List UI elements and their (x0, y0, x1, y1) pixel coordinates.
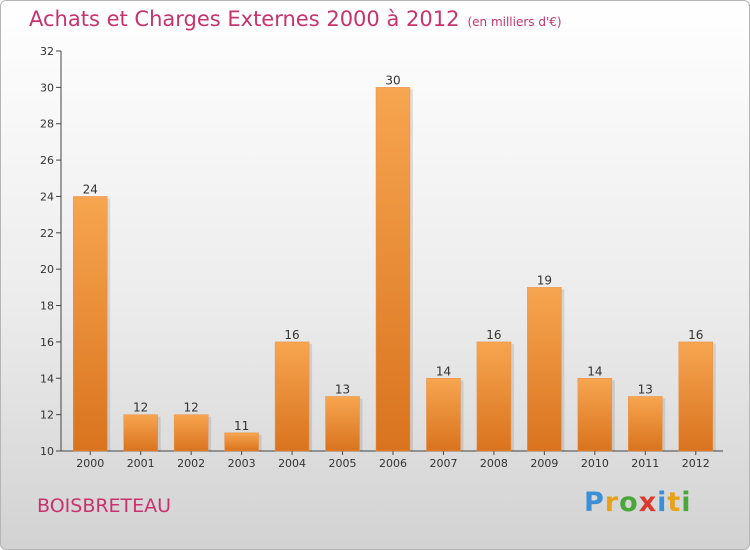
y-tick-label: 32 (40, 45, 54, 58)
y-tick-label: 16 (40, 336, 54, 349)
bar (274, 341, 310, 452)
bar-value-label: 16 (486, 328, 501, 342)
bar-value-label: 30 (385, 73, 400, 87)
x-tick-label: 2010 (581, 457, 609, 470)
x-tick-label: 2002 (177, 457, 205, 470)
logo-letter: P (584, 487, 605, 518)
x-tick-label: 2003 (228, 457, 256, 470)
bar-value-label: 16 (284, 328, 299, 342)
y-tick-label: 30 (40, 81, 54, 94)
x-tick-label: 2004 (278, 457, 306, 470)
x-tick-label: 2000 (76, 457, 104, 470)
logo-letter: r (604, 487, 620, 518)
bar-value-label: 19 (537, 273, 552, 287)
bar (628, 396, 663, 452)
y-tick-label: 28 (40, 118, 54, 131)
title-row: Achats et Charges Externes 2000 à 2012 (e… (29, 7, 562, 31)
bar-value-label: 14 (587, 364, 602, 378)
chart-subtitle: (en milliers d'€) (467, 15, 562, 29)
bar (325, 396, 360, 452)
bar-value-label: 13 (335, 382, 350, 396)
bars (72, 87, 716, 452)
bar (678, 341, 714, 452)
proxiti-logo: Proxiti (584, 487, 692, 518)
bar (426, 378, 461, 452)
bar-value-label: 11 (234, 419, 249, 433)
bar (577, 378, 613, 452)
x-tick-label: 2009 (530, 457, 558, 470)
chart-title: Achats et Charges Externes 2000 à 2012 (29, 7, 460, 31)
y-tick-label: 10 (40, 445, 54, 458)
x-tick-label: 2006 (379, 457, 407, 470)
y-tick-label: 22 (40, 227, 54, 240)
logo-letter: t (667, 487, 682, 518)
bar (476, 341, 512, 452)
bar-value-label: 13 (638, 382, 653, 396)
y-tick-label: 24 (40, 190, 54, 203)
x-tick-label: 2012 (682, 457, 710, 470)
bar (224, 432, 259, 452)
bar-value-label: 14 (436, 364, 451, 378)
labels: 24 2000 12 2001 12 2002 11 2003 16 2004 13 2005 30 20… (76, 73, 710, 470)
logo-letter: o (619, 487, 639, 518)
y-tick-label: 14 (40, 372, 54, 385)
axes: 10 12 14 16 18 20 22 24 26 28 30 32 (40, 45, 723, 458)
bar (527, 287, 562, 452)
x-tick-label: 2011 (631, 457, 659, 470)
logo-letter: i (681, 487, 692, 518)
bar-value-label: 16 (688, 328, 703, 342)
y-tick-label: 20 (40, 263, 54, 276)
commune-name: BOISBRETEAU (37, 495, 172, 517)
bar-value-label: 12 (184, 401, 199, 415)
bar (375, 87, 411, 452)
bar-value-label: 24 (83, 182, 98, 196)
y-tick-label: 12 (40, 409, 54, 422)
logo-letter: x (638, 487, 658, 518)
y-tick-label: 18 (40, 300, 54, 313)
x-tick-label: 2001 (127, 457, 155, 470)
bar (123, 414, 158, 452)
x-tick-label: 2008 (480, 457, 508, 470)
y-tick-label: 26 (40, 154, 54, 167)
bar (173, 414, 209, 452)
bar (72, 196, 108, 452)
bar-value-label: 12 (133, 401, 148, 415)
x-tick-label: 2005 (329, 457, 357, 470)
x-tick-label: 2007 (429, 457, 457, 470)
logo-letter: i (657, 487, 668, 518)
